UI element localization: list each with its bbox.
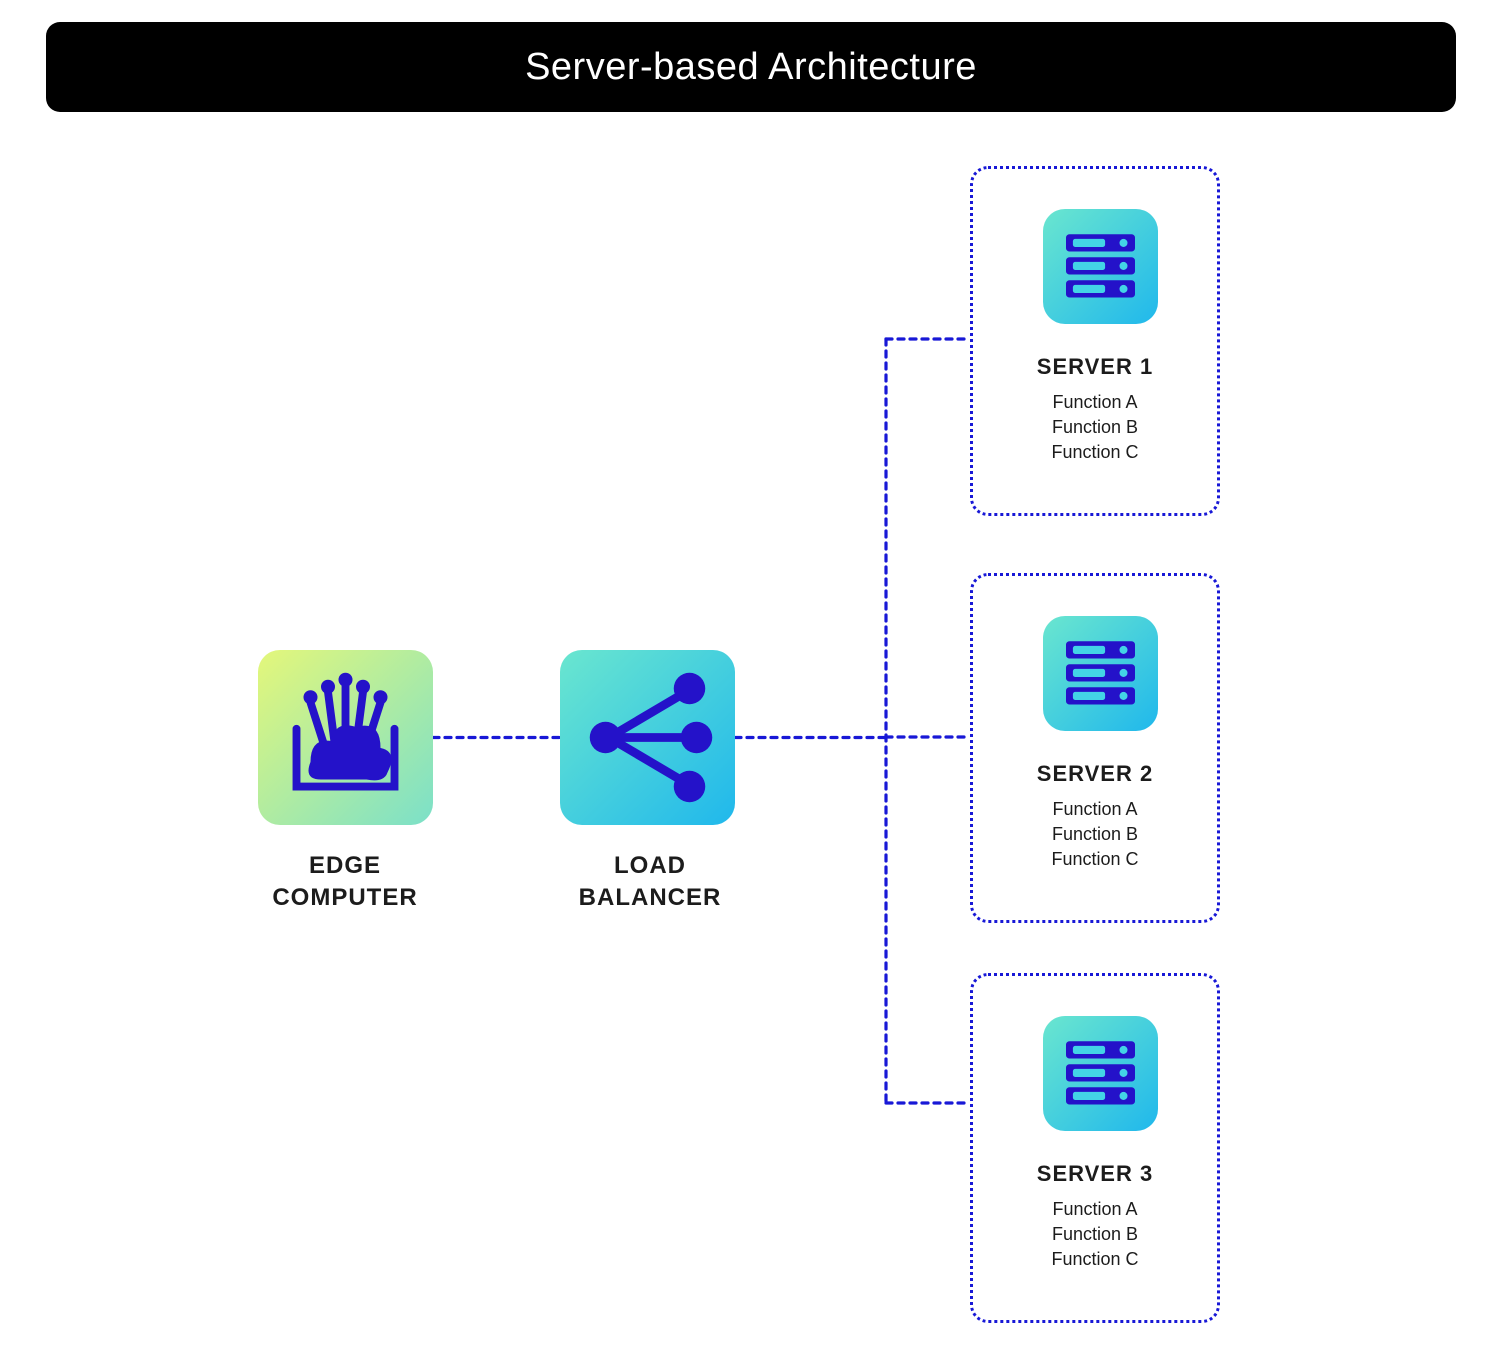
server-functions-2: Function AFunction BFunction C	[973, 797, 1217, 873]
server-function: Function B	[973, 822, 1217, 847]
server-function: Function C	[973, 440, 1217, 465]
load-balancer-icon	[560, 650, 735, 825]
server-icon	[1043, 209, 1158, 324]
server-function: Function A	[973, 390, 1217, 415]
server-function: Function A	[973, 797, 1217, 822]
diagram-title: Server-based Architecture	[46, 22, 1456, 112]
server-box-1: SERVER 1 Function AFunction BFunction C	[970, 166, 1220, 516]
edge-computer-label: EDGE COMPUTER	[220, 850, 470, 915]
server-title-2: SERVER 2	[973, 761, 1217, 787]
server-box-2: SERVER 2 Function AFunction BFunction C	[970, 573, 1220, 923]
server-title-1: SERVER 1	[973, 354, 1217, 380]
server-function: Function B	[973, 1222, 1217, 1247]
server-function: Function C	[973, 1247, 1217, 1272]
server-tile-2	[1043, 616, 1158, 731]
load-balancer-label: LOAD BALANCER	[525, 850, 775, 915]
load-balancer-tile	[560, 650, 735, 825]
server-box-3: SERVER 3 Function AFunction BFunction C	[970, 973, 1220, 1323]
server-functions-3: Function AFunction BFunction C	[973, 1197, 1217, 1273]
server-functions-1: Function AFunction BFunction C	[973, 390, 1217, 466]
edge-label-line2: COMPUTER	[272, 884, 417, 911]
server-function: Function A	[973, 1197, 1217, 1222]
edge-label-line1: EDGE	[309, 852, 381, 879]
edge-computer-tile	[258, 650, 433, 825]
server-icon	[1043, 616, 1158, 731]
diagram-title-text: Server-based Architecture	[525, 46, 977, 89]
server-function: Function B	[973, 415, 1217, 440]
server-title-3: SERVER 3	[973, 1161, 1217, 1187]
edge-computer-icon	[258, 650, 433, 825]
server-tile-3	[1043, 1016, 1158, 1131]
server-tile-1	[1043, 209, 1158, 324]
server-function: Function C	[973, 847, 1217, 872]
lb-label-line2: BALANCER	[579, 884, 722, 911]
connector-lines	[0, 0, 1489, 1371]
diagram-canvas: Server-based Architecture EDGE COMPUTER	[0, 0, 1489, 1371]
server-icon	[1043, 1016, 1158, 1131]
lb-label-line1: LOAD	[614, 852, 686, 879]
